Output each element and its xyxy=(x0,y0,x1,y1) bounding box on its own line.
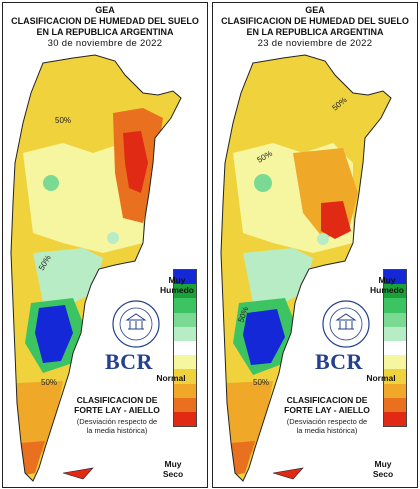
title-line-2: EN LA REPUBLICA ARGENTINA xyxy=(36,27,174,37)
legend-swatch xyxy=(383,312,407,327)
legend-label-line: Seco xyxy=(372,469,394,479)
legend-label-normal: Normal xyxy=(366,373,396,383)
classification-note-line: la media histórica) xyxy=(86,426,148,435)
legend-label-line: Muy xyxy=(168,275,186,285)
classification-note: (Desviación respecto de la media históri… xyxy=(61,417,173,435)
classification-line: CLASIFICACION DE xyxy=(76,395,158,405)
legend-swatch xyxy=(173,312,197,327)
legend-label-very-wet: Muy Humedo xyxy=(153,275,201,295)
bcr-logo-text: BCR xyxy=(105,349,153,374)
legend-swatch xyxy=(383,269,407,285)
classification-note-line: (Desviación respecto de xyxy=(76,417,158,426)
legend-label-normal: Normal xyxy=(156,373,186,383)
map-date: 30 de noviembre de 2022 xyxy=(47,38,163,49)
legend-swatch xyxy=(383,284,407,299)
classification-line: FORTE LAY - AIELLO xyxy=(74,405,160,415)
legend-swatch xyxy=(383,383,407,398)
org-label: GEA xyxy=(305,5,325,15)
org-label: GEA xyxy=(95,5,115,15)
classification-title: CLASIFICACION DE FORTE LAY - AIELLO xyxy=(61,395,173,415)
title-line-1: CLASIFICACION DE HUMEDAD DEL SUELO xyxy=(221,16,409,26)
legend-swatch xyxy=(173,269,197,285)
map-date: 23 de noviembre de 2022 xyxy=(257,38,373,49)
legend-label-line: Humedo xyxy=(160,285,194,295)
classification-note-line: la media histórica) xyxy=(296,426,358,435)
legend-label-very-dry: Muy Seco xyxy=(363,459,403,479)
classification-note-line: (Desviación respecto de xyxy=(286,417,368,426)
legend-scale xyxy=(383,269,407,428)
tierra-del-fuego xyxy=(62,467,94,480)
legend-swatch xyxy=(173,326,197,341)
title-line-2: EN LA REPUBLICA ARGENTINA xyxy=(246,27,384,37)
soil-moisture-map-nov30: 50% 50% 50% xyxy=(10,54,182,482)
classification-note: (Desviación respecto de la media históri… xyxy=(271,417,383,435)
legend-swatch xyxy=(173,411,197,428)
legend-label-line: Seco xyxy=(162,469,184,479)
legend-label-line: Humedo xyxy=(370,285,404,295)
map-panel-nov23: 50% 50% 50% 50% GEA CLASIFICACION DE HUM… xyxy=(212,2,418,488)
map-panel-nov30: 50% 50% 50% GEA CLASIFICACION DE HUMEDAD… xyxy=(2,2,208,488)
legend-swatch xyxy=(383,397,407,412)
legend-swatch xyxy=(383,369,407,384)
legend-swatch xyxy=(173,397,197,412)
legend-swatch xyxy=(173,284,197,299)
bcr-seal-logo xyxy=(112,300,160,348)
classification-line: CLASIFICACION DE xyxy=(286,395,368,405)
legend-swatch xyxy=(383,298,407,313)
legend-swatch xyxy=(173,298,197,313)
classification-line: FORTE LAY - AIELLO xyxy=(284,405,370,415)
contour-label: 50% xyxy=(55,116,71,125)
legend-swatch xyxy=(173,369,197,384)
tierra-del-fuego xyxy=(272,467,304,480)
legend-swatch xyxy=(383,411,407,428)
contour-label: 50% xyxy=(41,378,57,387)
legend-swatch xyxy=(383,326,407,341)
classification-title: CLASIFICACION DE FORTE LAY - AIELLO xyxy=(271,395,383,415)
title-line-1: CLASIFICACION DE HUMEDAD DEL SUELO xyxy=(11,16,199,26)
legend-swatch xyxy=(383,340,407,356)
legend-swatch xyxy=(173,355,197,370)
legend-scale xyxy=(173,269,197,428)
legend-label-line: Muy xyxy=(164,459,182,469)
legend-swatch xyxy=(173,383,197,398)
legend-label-very-wet: Muy Humedo xyxy=(363,275,411,295)
bcr-seal-logo xyxy=(322,300,370,348)
bcr-logo-text: BCR xyxy=(315,349,363,374)
contour-label: 50% xyxy=(253,378,269,387)
map-title: GEA CLASIFICACION DE HUMEDAD DEL SUELO E… xyxy=(213,5,417,49)
legend-swatch xyxy=(383,355,407,370)
legend-label-line: Muy xyxy=(378,275,396,285)
soil-moisture-map-nov23: 50% 50% 50% 50% xyxy=(220,54,392,482)
legend-label-very-dry: Muy Seco xyxy=(153,459,193,479)
map-title: GEA CLASIFICACION DE HUMEDAD DEL SUELO E… xyxy=(3,5,207,49)
legend-swatch xyxy=(173,340,197,356)
legend-label-line: Muy xyxy=(374,459,392,469)
